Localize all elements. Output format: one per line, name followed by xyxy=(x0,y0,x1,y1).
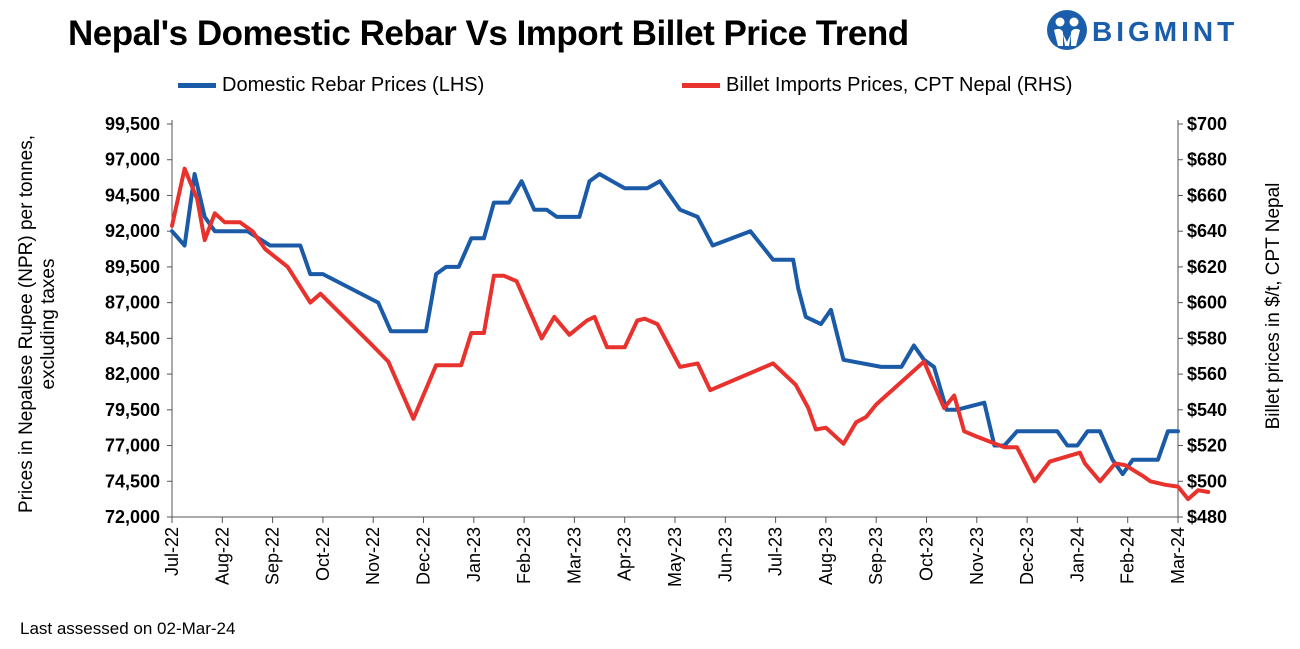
x-tick-label: Jan-23 xyxy=(464,527,484,582)
brand-name: BIGMINT xyxy=(1092,16,1239,47)
left-tick-label: 92,000 xyxy=(105,221,160,241)
legend-swatch-rebar xyxy=(178,83,216,88)
left-tick-label: 94,500 xyxy=(105,185,160,205)
right-tick-label: $500 xyxy=(1187,471,1227,491)
x-tick-label: May-23 xyxy=(665,527,685,587)
x-tick-label: Sep-22 xyxy=(263,527,283,585)
right-tick-label: $600 xyxy=(1187,293,1227,313)
left-tick-label: 74,500 xyxy=(105,471,160,491)
right-tick-label: $700 xyxy=(1187,114,1227,134)
left-tick-label: 97,000 xyxy=(105,150,160,170)
legend-label-rebar: Domestic Rebar Prices (LHS) xyxy=(222,74,485,96)
right-axis-label-text: Billet prices in $/t, CPT Nepal xyxy=(1263,182,1284,430)
x-tick-label: Jun-23 xyxy=(715,527,735,582)
right-tick-label: $580 xyxy=(1187,328,1227,348)
chart-title: Nepal's Domestic Rebar Vs Import Billet … xyxy=(68,14,909,53)
right-tick-label: $540 xyxy=(1187,400,1227,420)
x-tick-label: Nov-23 xyxy=(967,527,987,585)
legend-label-billet: Billet Imports Prices, CPT Nepal (RHS) xyxy=(726,74,1073,96)
left-tick-label: 77,000 xyxy=(105,436,160,456)
legend-item-billet: Billet Imports Prices, CPT Nepal (RHS) xyxy=(682,74,1072,97)
legend-item-rebar: Domestic Rebar Prices (LHS) xyxy=(178,74,484,97)
left-tick-label: 79,500 xyxy=(105,400,160,420)
legend-swatch-billet xyxy=(682,83,720,88)
right-tick-label: $620 xyxy=(1187,257,1227,277)
x-tick-label: Mar-23 xyxy=(564,527,584,584)
right-tick-label: $660 xyxy=(1187,185,1227,205)
x-tick-label: Dec-23 xyxy=(1017,527,1037,585)
left-axis-label-text: Prices in Nepalese Rupee (NPR) per tonne… xyxy=(16,134,59,514)
series-line-domestic-rebar xyxy=(170,172,1180,477)
left-tick-label: 99,500 xyxy=(105,114,160,134)
x-tick-label: Oct-23 xyxy=(917,527,937,581)
x-tick-label: Apr-23 xyxy=(615,527,635,581)
x-tick-label: Oct-22 xyxy=(313,527,333,581)
x-tick-label: Aug-22 xyxy=(212,527,232,585)
bigmint-logo xyxy=(1047,10,1087,50)
right-tick-label: $640 xyxy=(1187,221,1227,241)
left-tick-label: 84,500 xyxy=(105,328,160,348)
x-tick-label: Jul-23 xyxy=(766,527,786,576)
x-tick-label: Mar-24 xyxy=(1168,527,1188,584)
x-tick-label: Sep-23 xyxy=(866,527,886,585)
series-line-billet-imports xyxy=(170,166,1211,502)
right-tick-label: $680 xyxy=(1187,150,1227,170)
left-axis-label: Prices in Nepalese Rupee (NPR) per tonne… xyxy=(16,114,60,534)
last-assessed-note: Last assessed on 02-Mar-24 xyxy=(20,619,236,638)
left-tick-label: 89,500 xyxy=(105,257,160,277)
x-tick-label: Nov-22 xyxy=(363,527,383,585)
x-tick-label: Jan-24 xyxy=(1067,527,1087,582)
right-tick-label: $520 xyxy=(1187,436,1227,456)
x-tick-label: Aug-23 xyxy=(816,527,836,585)
right-tick-label: $480 xyxy=(1187,507,1227,527)
left-tick-label: 72,000 xyxy=(105,507,160,527)
x-tick-label: Feb-24 xyxy=(1118,527,1138,584)
left-tick-label: 82,000 xyxy=(105,364,160,384)
x-tick-label: Feb-23 xyxy=(514,527,534,584)
chart-legend: Domestic Rebar Prices (LHS) Billet Impor… xyxy=(0,74,1300,102)
x-tick-label: Dec-22 xyxy=(414,527,434,585)
x-tick-label: Jul-22 xyxy=(162,527,182,576)
right-axis-label: Billet prices in $/t, CPT Nepal xyxy=(1263,106,1285,506)
right-tick-label: $560 xyxy=(1187,364,1227,384)
left-tick-label: 87,000 xyxy=(105,293,160,313)
